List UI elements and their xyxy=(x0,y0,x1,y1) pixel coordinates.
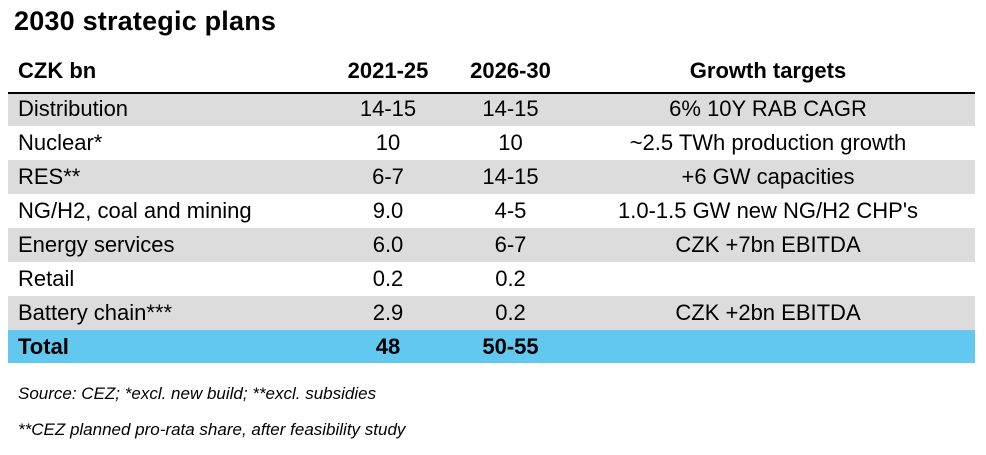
row-value-2021-25: 2.9 xyxy=(372,300,404,325)
row-growth-target: CZK +7bn EBITDA xyxy=(675,232,861,257)
footnote: **CEZ planned pro-rata share, after feas… xyxy=(18,420,406,439)
strategic-plans-table: CZK bn 2021-25 2026-30 Growth targets Di… xyxy=(8,50,975,363)
header-growth-targets: Growth targets xyxy=(689,58,847,83)
row-growth-target: +6 GW capacities xyxy=(681,164,855,189)
header-divider xyxy=(8,92,975,94)
header-period-2026-30: 2026-30 xyxy=(470,58,551,83)
row-value-2026-30: 14-15 xyxy=(482,96,539,121)
row-value-2021-25: 6-7 xyxy=(372,164,404,189)
table-row: Retail 0.2 0.2 xyxy=(8,262,975,296)
table-row: RES** 6-7 14-15 +6 GW capacities xyxy=(8,160,975,194)
row-label: Nuclear* xyxy=(18,130,103,155)
table-row: Energy services 6.0 6-7 CZK +7bn EBITDA xyxy=(8,228,975,262)
row-value-2021-25: 10 xyxy=(375,130,401,155)
total-growth-target xyxy=(583,330,953,363)
row-growth-target: ~2.5 TWh production growth xyxy=(629,130,907,155)
table-row: Distribution 14-15 14-15 6% 10Y RAB CAGR xyxy=(8,92,975,126)
header-unit: CZK bn xyxy=(18,58,97,83)
total-value-2026-30: 50-55 xyxy=(482,333,539,359)
table-row: Battery chain*** 2.9 0.2 CZK +2bn EBITDA xyxy=(8,296,975,330)
row-label: RES** xyxy=(18,164,81,189)
row-growth-target: CZK +2bn EBITDA xyxy=(675,300,861,325)
row-value-2026-30: 6-7 xyxy=(494,232,527,257)
total-value-2021-25: 48 xyxy=(375,333,401,359)
row-value-2026-30: 14-15 xyxy=(482,164,539,189)
row-value-2026-30: 0.2 xyxy=(495,300,526,325)
row-label: Distribution xyxy=(18,96,129,121)
row-label: Retail xyxy=(18,266,75,291)
page-title: 2030 strategic plans xyxy=(14,6,277,36)
row-value-2021-25: 14-15 xyxy=(359,96,417,121)
total-label: Total xyxy=(18,333,69,359)
header-period-2021-25: 2021-25 xyxy=(347,58,429,83)
row-value-2026-30: 10 xyxy=(498,130,523,155)
row-value-2021-25: 0.2 xyxy=(372,266,404,291)
row-value-2021-25: 9.0 xyxy=(372,198,404,223)
row-growth-target: 1.0-1.5 GW new NG/H2 CHP's xyxy=(617,198,919,223)
table-row: Nuclear* 10 10 ~2.5 TWh production growt… xyxy=(8,126,975,160)
row-label: NG/H2, coal and mining xyxy=(18,198,252,223)
row-growth-target: 6% 10Y RAB CAGR xyxy=(669,96,867,121)
total-row: Total 48 50-55 xyxy=(8,330,975,363)
source-note: Source: CEZ; *excl. new build; **excl. s… xyxy=(18,384,377,403)
row-value-2021-25: 6.0 xyxy=(372,232,404,257)
table-header-row: CZK bn 2021-25 2026-30 Growth targets xyxy=(8,50,975,92)
row-value-2026-30: 4-5 xyxy=(494,198,527,223)
row-growth-target xyxy=(583,262,953,296)
row-value-2026-30: 0.2 xyxy=(495,266,526,291)
table-row: NG/H2, coal and mining 9.0 4-5 1.0-1.5 G… xyxy=(8,194,975,228)
row-label: Energy services xyxy=(18,232,175,257)
row-label: Battery chain*** xyxy=(18,300,173,325)
